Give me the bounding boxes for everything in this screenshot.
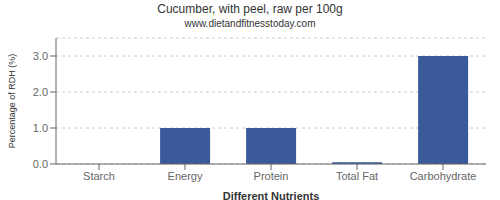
- svg-text:Percentage of RDH (%): Percentage of RDH (%): [8, 54, 17, 149]
- html-text:www.dietandfitnesstoday.com: www.dietandfitnesstoday.com: [184, 18, 316, 29]
- svg-text:1.0: 1.0: [33, 122, 48, 134]
- svg-text:3.0: 3.0: [33, 50, 48, 62]
- svg-text:Energy: Energy: [168, 170, 203, 182]
- svg-text:Protein: Protein: [254, 170, 289, 182]
- svg-text:2.0: 2.0: [33, 86, 48, 98]
- svg-text:Starch: Starch: [83, 170, 115, 182]
- svg-text:Different Nutrients: Different Nutrients: [223, 190, 320, 200]
- svg-text:Carbohydrate: Carbohydrate: [410, 170, 477, 182]
- html-text:Cucumber, with peel, raw per 1: Cucumber, with peel, raw per 100g: [157, 2, 343, 16]
- svg-text:Total Fat: Total Fat: [336, 170, 378, 182]
- svg-text:0.0: 0.0: [33, 158, 48, 170]
